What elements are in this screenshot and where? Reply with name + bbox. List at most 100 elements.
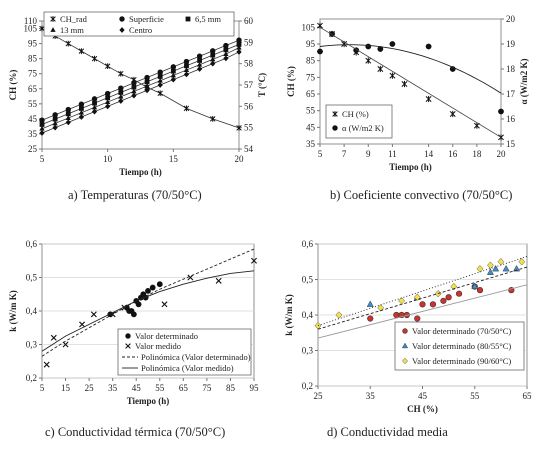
series-tendencia-90-60 <box>317 255 528 327</box>
y2-tick-label: 60 <box>244 16 254 26</box>
data-point <box>170 72 176 78</box>
x-tick-label: 55 <box>470 391 480 401</box>
x-tick-label: 16 <box>448 149 458 159</box>
legend-label: Polinómica (Valor determinado) <box>141 352 251 362</box>
data-point <box>105 95 111 101</box>
data-point <box>317 48 323 55</box>
series-polin-mica-valor-determinado- <box>41 248 255 357</box>
y-tick-label: 105 <box>302 22 316 32</box>
data-point <box>79 106 84 111</box>
data-point <box>157 90 163 97</box>
y-tick-label: 0,3 <box>26 340 38 350</box>
x-tick-label: 11 <box>388 149 397 159</box>
chart-coeficiente-convectivo: 5 7 9 11 14 16 18 20 35 45 55 65 75 85 95 105 15 16 17 18 19… <box>286 14 529 172</box>
series-6-5-mm <box>39 42 242 127</box>
data-point <box>65 119 71 126</box>
x-tick-label: 20 <box>497 149 507 159</box>
y2-axis-label: α (W/m2 K) <box>519 58 529 104</box>
legend-box <box>394 321 525 371</box>
y-tick-label: 85 <box>28 54 38 64</box>
data-point <box>149 284 156 291</box>
data-point <box>39 130 45 136</box>
y2-tick-label: 17 <box>506 89 516 99</box>
data-point <box>91 108 98 115</box>
data-point <box>65 115 71 120</box>
y-tick-label: 65 <box>306 89 316 99</box>
data-point <box>210 52 216 58</box>
x-tick-label: 55 <box>155 383 165 393</box>
x-tick-label: 65 <box>523 391 533 401</box>
data-point <box>209 116 216 122</box>
data-point <box>157 69 163 75</box>
data-point <box>449 110 456 118</box>
data-point <box>105 103 111 110</box>
legend: Valor determinado (70/50°C) Valor determi… <box>394 321 525 371</box>
legend-label: Valor determinado <box>135 331 198 341</box>
plot-frame <box>319 18 502 145</box>
data-point <box>170 68 176 74</box>
data-point <box>317 22 323 29</box>
data-point <box>314 321 322 330</box>
series-superficie <box>39 37 242 123</box>
data-point <box>429 301 437 308</box>
data-point <box>196 66 203 72</box>
legend: CH (%) α (W/m2 K) <box>325 104 393 139</box>
x-tick-label: 5 <box>318 149 323 159</box>
data-point <box>118 85 124 91</box>
series-valor-determinado-70-50-c- <box>367 283 515 322</box>
data-point <box>91 55 98 62</box>
caption-a: a) Temperaturas (70/50°C) <box>68 188 202 202</box>
data-point <box>170 64 177 70</box>
y-tick-label: 75 <box>28 69 38 79</box>
data-point <box>39 117 45 123</box>
data-point <box>90 311 97 318</box>
data-point <box>210 60 216 67</box>
data-point <box>223 42 229 49</box>
ch-trend-line <box>319 26 502 138</box>
alpha-trend-line <box>319 44 502 94</box>
legend-marker <box>185 16 191 22</box>
caption-d: d) Conductividad media <box>327 425 448 439</box>
data-point <box>498 108 504 115</box>
legend-label: Valor determinado (80/55°C) <box>412 341 511 351</box>
chart-conductividad-termica: 5 15 25 35 45 55 65 75 85 95 0,2 0,3 0,4 0,5 0,6 Tiempo… <box>8 239 259 406</box>
data-point <box>377 304 385 312</box>
data-point <box>476 265 484 273</box>
data-point <box>183 105 190 112</box>
series-tendencia-70-50 <box>317 284 528 339</box>
data-point <box>130 311 137 318</box>
data-point <box>183 67 190 72</box>
x-tick-label: 5 <box>40 383 45 393</box>
data-point <box>39 25 45 32</box>
data-point <box>471 282 479 290</box>
series-line <box>41 47 240 130</box>
data-point <box>196 53 203 59</box>
data-point <box>91 96 98 102</box>
data-point <box>365 43 372 50</box>
y-tick-label: 45 <box>28 114 38 124</box>
legend-marker <box>402 357 408 365</box>
data-point <box>419 301 426 308</box>
y-tick-label: 0,2 <box>302 381 313 391</box>
x-tick-label: 85 <box>226 383 236 393</box>
data-point <box>78 48 85 54</box>
trend-line <box>317 266 528 330</box>
caption-b: b) Coeficiente convectivo (70/50°C) <box>330 188 512 202</box>
series-tendencia-80-55 <box>317 266 528 330</box>
data-point <box>50 334 57 341</box>
x-tick-label: 9 <box>366 149 371 159</box>
legend-label: Valor medido <box>135 341 181 351</box>
data-point <box>414 315 421 322</box>
data-point <box>393 311 400 319</box>
data-point <box>236 49 242 55</box>
legend-marker <box>402 328 408 334</box>
data-point <box>170 76 176 83</box>
data-point <box>497 258 505 266</box>
trend-line <box>317 255 528 327</box>
data-point <box>445 294 452 301</box>
data-point <box>486 268 494 275</box>
y2-tick-label: 16 <box>506 114 516 124</box>
data-point <box>92 100 97 106</box>
data-point <box>43 361 50 368</box>
y-tick-label: 105 <box>24 24 38 34</box>
